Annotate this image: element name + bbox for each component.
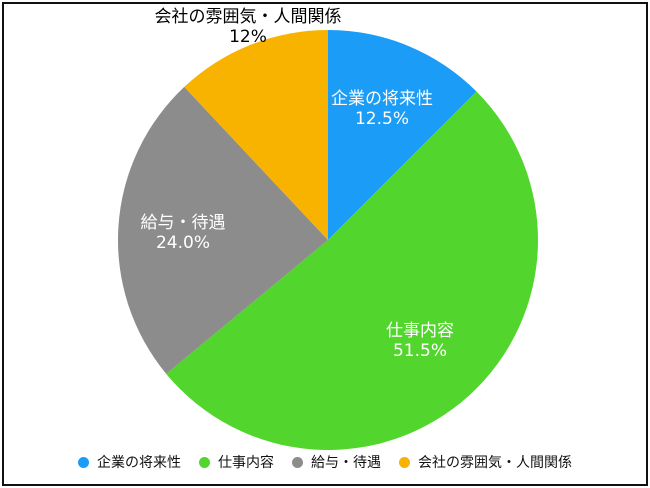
- slice-category-label: 会社の雰囲気・人間関係: [155, 7, 342, 27]
- slice-category-label: 企業の将来性: [331, 89, 433, 109]
- legend-label: 企業の将来性: [97, 455, 181, 471]
- legend-swatch: [78, 456, 89, 468]
- pie-slice-4: [184, 30, 328, 240]
- slice-value-label: 12%: [229, 27, 267, 47]
- legend-item: 会社の雰囲気・人間関係: [399, 452, 572, 472]
- legend-label: 給与・待遇: [311, 455, 381, 471]
- legend-item: 仕事内容: [199, 452, 274, 472]
- pie-slices: [118, 30, 538, 450]
- slice-value-label: 12.5%: [355, 109, 409, 129]
- pie-slice-2: [166, 91, 538, 450]
- slice-value-label: 51.5%: [393, 341, 447, 361]
- slice-category-label: 仕事内容: [386, 321, 454, 341]
- legend-label: 会社の雰囲気・人間関係: [418, 455, 572, 471]
- legend-item: 給与・待遇: [292, 452, 381, 472]
- pie-slice-1: [328, 30, 477, 240]
- legend-swatch: [399, 456, 410, 468]
- legend-label: 仕事内容: [218, 455, 274, 471]
- legend: 企業の将来性 仕事内容 給与・待遇 会社の雰囲気・人間関係: [0, 452, 650, 472]
- legend-swatch: [292, 456, 303, 468]
- pie-slice-3: [118, 86, 329, 374]
- legend-item: 企業の将来性: [78, 452, 181, 472]
- slice-category-label: 給与・待遇: [141, 213, 226, 233]
- legend-swatch: [199, 456, 210, 468]
- slice-value-label: 24.0%: [156, 233, 210, 253]
